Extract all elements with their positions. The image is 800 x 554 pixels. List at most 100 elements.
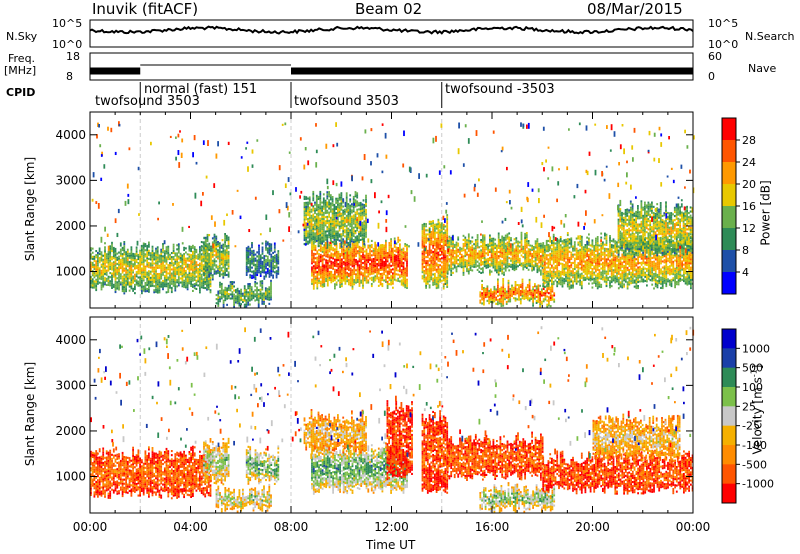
range-cell — [342, 257, 345, 260]
range-cell — [501, 260, 504, 263]
range-cell — [111, 250, 113, 253]
range-cell — [318, 271, 320, 274]
range-cell — [349, 198, 352, 201]
range-cell — [360, 273, 363, 276]
range-cell — [326, 193, 329, 196]
range-cell — [344, 258, 347, 261]
range-cell — [372, 272, 375, 275]
range-cell — [322, 207, 325, 210]
range-cell — [204, 265, 207, 268]
range-cell — [179, 261, 182, 264]
range-cell — [268, 263, 271, 266]
range-cell — [165, 274, 168, 277]
range-cell — [207, 277, 210, 280]
range-cell — [482, 256, 484, 259]
range-cell — [185, 247, 187, 250]
range-cell — [114, 278, 117, 281]
range-cell — [245, 263, 248, 266]
range-cell — [316, 275, 319, 278]
range-cell — [206, 288, 208, 291]
range-cell — [324, 205, 327, 208]
range-cell — [199, 289, 201, 292]
range-cell — [455, 245, 458, 248]
range-cell — [308, 212, 311, 215]
range-cell — [112, 285, 115, 288]
range-cell — [321, 277, 324, 280]
range-cell — [123, 267, 126, 270]
range-cell — [482, 244, 484, 247]
range-cell — [111, 286, 113, 289]
range-cell — [134, 253, 136, 256]
range-cell — [222, 253, 225, 256]
range-cell — [121, 267, 124, 270]
range-cell — [358, 270, 361, 273]
range-cell — [480, 249, 482, 252]
range-cell — [323, 254, 326, 257]
range-cell — [323, 285, 326, 288]
range-cell — [539, 293, 541, 296]
range-cell — [370, 285, 373, 288]
range-cell — [100, 276, 103, 279]
range-cell — [130, 250, 133, 253]
range-cell — [273, 254, 276, 257]
range-cell — [379, 248, 382, 251]
range-cell — [176, 248, 178, 251]
range-cell — [437, 255, 440, 258]
range-cell — [511, 290, 513, 293]
range-cell — [225, 273, 228, 276]
range-cell — [206, 272, 208, 275]
range-cell — [552, 280, 555, 283]
range-cell — [358, 237, 360, 240]
range-cell — [172, 284, 175, 287]
range-cell — [471, 269, 474, 272]
range-cell — [224, 267, 226, 270]
range-cell — [197, 257, 200, 260]
range-cell — [307, 232, 309, 235]
range-cell — [211, 251, 214, 254]
range-cell — [446, 236, 449, 239]
range-cell — [345, 229, 348, 232]
range-cell — [338, 204, 341, 207]
range-cell — [511, 284, 513, 287]
range-cell — [186, 267, 189, 270]
range-cell — [534, 265, 537, 268]
range-cell — [367, 271, 370, 274]
range-cell — [319, 258, 322, 261]
range-cell — [385, 252, 387, 255]
range-cell — [326, 274, 329, 277]
range-cell — [370, 264, 373, 267]
range-cell — [486, 291, 489, 294]
range-cell — [513, 264, 516, 267]
range-cell — [176, 252, 178, 255]
range-cell — [132, 263, 134, 266]
range-cell — [169, 262, 171, 265]
range-cell — [181, 274, 184, 277]
range-cell — [104, 252, 106, 255]
range-cell — [134, 275, 136, 278]
range-cell — [399, 257, 401, 260]
range-cell — [532, 300, 534, 303]
range-cell — [540, 265, 542, 268]
range-cell — [540, 259, 542, 262]
range-cell — [314, 257, 317, 260]
range-cell — [252, 276, 255, 279]
range-cell — [497, 301, 499, 304]
range-cell — [165, 281, 168, 284]
range-cell — [197, 274, 200, 277]
range-cell — [342, 219, 345, 222]
range-cell — [554, 265, 557, 268]
range-cell — [245, 271, 248, 274]
range-cell — [155, 247, 157, 250]
range-cell — [334, 244, 336, 247]
range-cell — [328, 219, 330, 222]
range-cell — [104, 262, 106, 265]
range-cell — [365, 267, 368, 270]
range-cell — [425, 223, 427, 226]
range-cell — [486, 285, 489, 288]
range-cell — [130, 285, 133, 288]
range-cell — [464, 236, 467, 239]
range-cell — [342, 277, 345, 280]
range-cell — [497, 238, 500, 241]
range-cell — [316, 256, 319, 259]
range-cell — [185, 272, 187, 275]
